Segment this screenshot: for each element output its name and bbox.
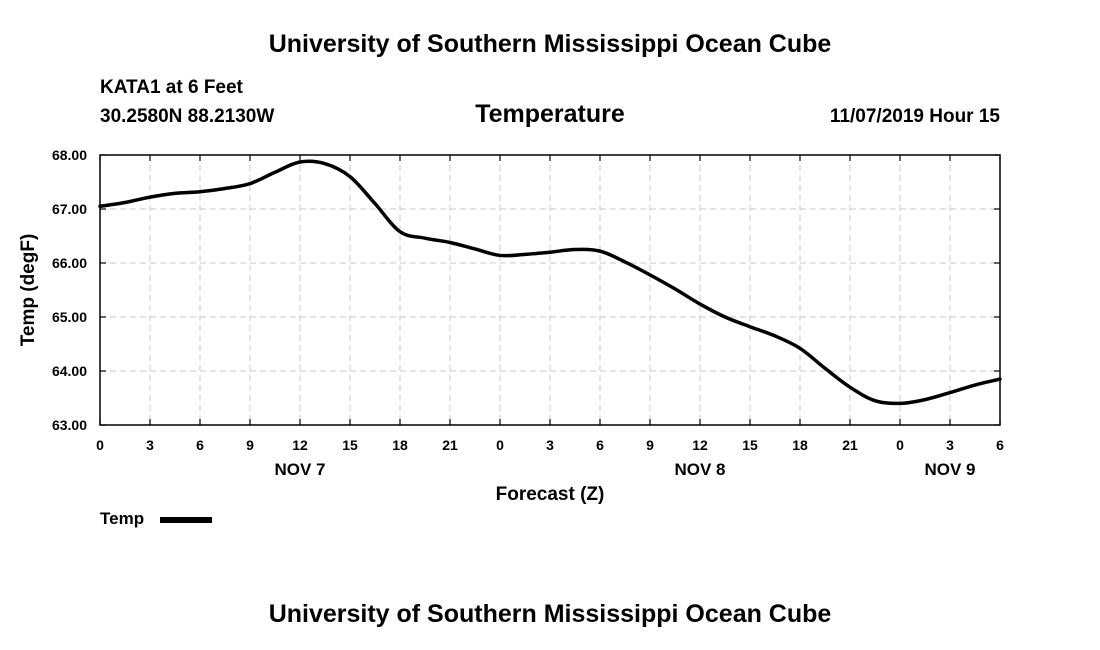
x-tick-label: 18 bbox=[392, 437, 408, 453]
x-tick-label: 0 bbox=[496, 437, 504, 453]
y-tick-label: 68.00 bbox=[52, 147, 87, 163]
x-tick-label: 12 bbox=[692, 437, 708, 453]
x-tick-label: 18 bbox=[792, 437, 808, 453]
x-tick-label: 3 bbox=[946, 437, 954, 453]
legend-swatch bbox=[160, 517, 212, 523]
x-tick-label: 15 bbox=[742, 437, 758, 453]
page-title: University of Southern Mississippi Ocean… bbox=[268, 30, 832, 58]
station-coordinates: 30.2580N 88.2130W bbox=[100, 106, 275, 127]
y-tick-label: 66.00 bbox=[52, 255, 87, 271]
x-tick-label: 12 bbox=[292, 437, 308, 453]
x-tick-label: 3 bbox=[546, 437, 554, 453]
x-tick-label: 21 bbox=[842, 437, 858, 453]
x-tick-label: 21 bbox=[442, 437, 458, 453]
y-tick-label: 67.00 bbox=[52, 201, 87, 217]
date-label: NOV 8 bbox=[674, 460, 725, 479]
chart-title: Temperature bbox=[475, 100, 625, 128]
x-tick-label: 6 bbox=[596, 437, 604, 453]
footer-title: University of Southern Mississippi Ocean… bbox=[268, 600, 832, 628]
station-label: KATA1 at 6 Feet bbox=[100, 77, 243, 98]
x-tick-label: 15 bbox=[342, 437, 358, 453]
y-tick-label: 64.00 bbox=[52, 363, 87, 379]
series-line-temp bbox=[98, 159, 1002, 406]
date-label: NOV 7 bbox=[274, 460, 325, 479]
x-tick-label: 6 bbox=[196, 437, 204, 453]
x-tick-label: 3 bbox=[146, 437, 154, 453]
y-tick-label: 63.00 bbox=[52, 417, 87, 433]
x-tick-label: 9 bbox=[646, 437, 654, 453]
x-tick-label: 0 bbox=[96, 437, 104, 453]
y-axis-label: Temp (degF) bbox=[18, 234, 39, 347]
forecast-datetime: 11/07/2019 Hour 15 bbox=[829, 106, 1000, 127]
date-label: NOV 9 bbox=[924, 460, 975, 479]
x-tick-label: 0 bbox=[896, 437, 904, 453]
x-axis-label: Forecast (Z) bbox=[496, 484, 605, 505]
x-tick-label: 6 bbox=[996, 437, 1004, 453]
legend-label: Temp bbox=[100, 509, 145, 528]
x-tick-label: 9 bbox=[246, 437, 254, 453]
y-tick-label: 65.00 bbox=[52, 309, 87, 325]
